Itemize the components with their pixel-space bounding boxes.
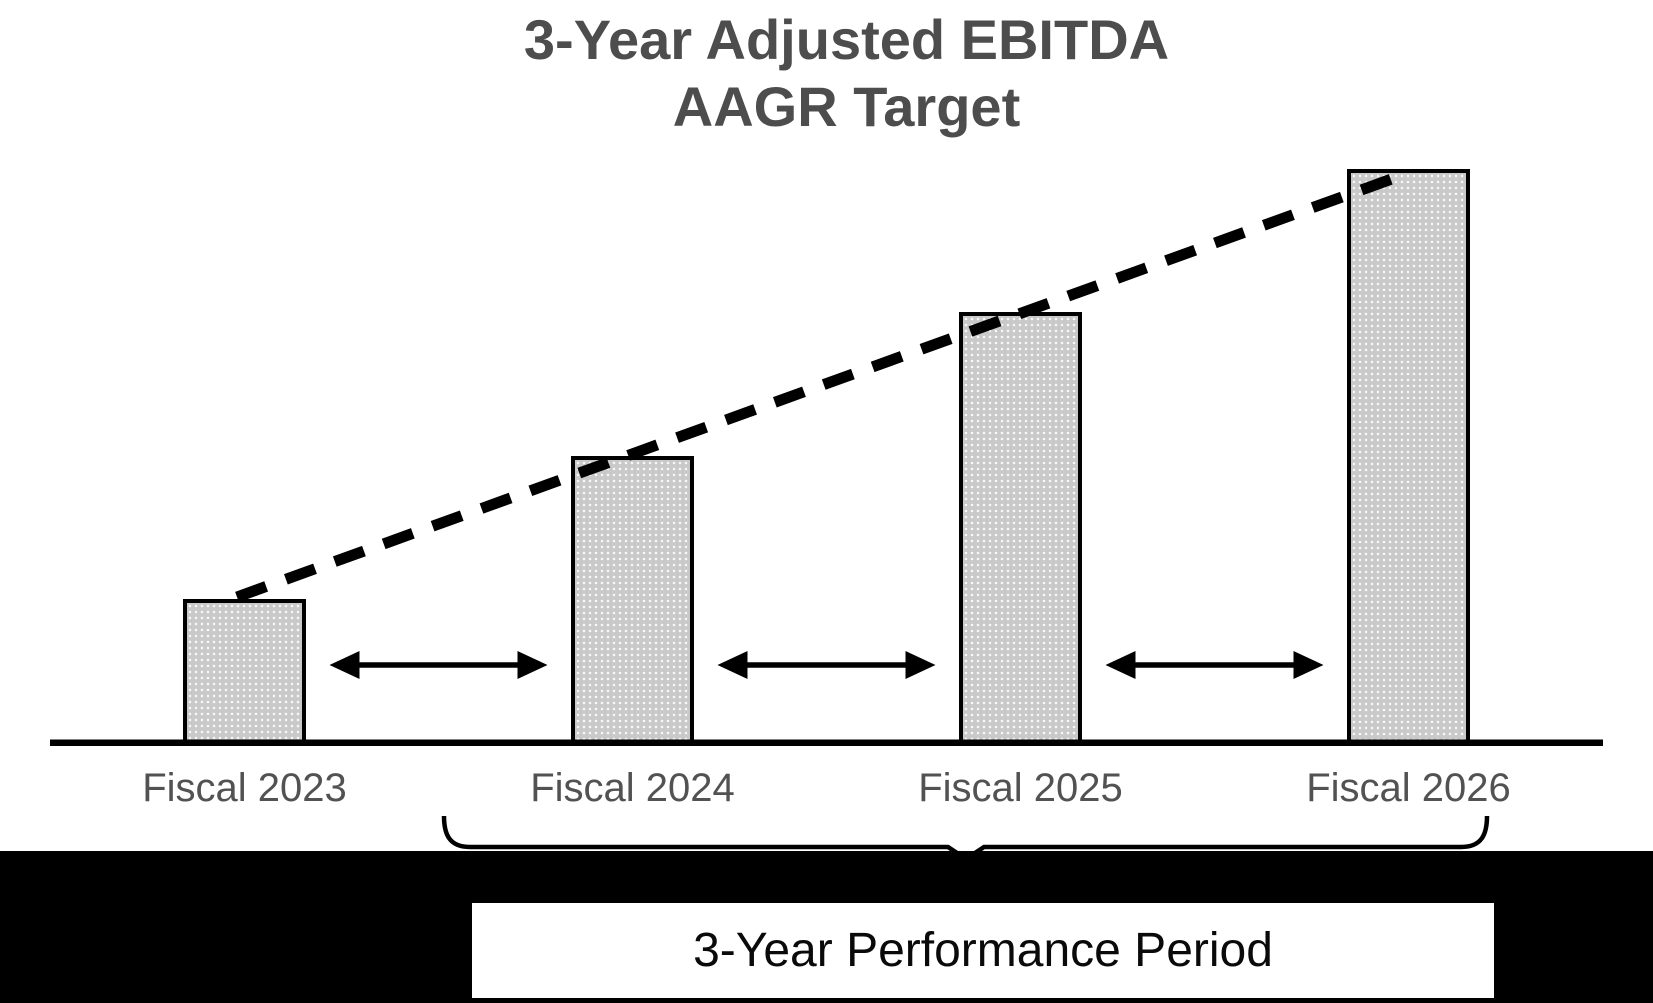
chart-title: 3-Year Adjusted EBITDA AAGR Target: [20, 6, 1653, 140]
x-axis-label-fiscal-2023: Fiscal 2023: [142, 766, 347, 810]
year-gap-arrowhead-left: [717, 651, 748, 679]
x-axis-baseline: [50, 739, 1603, 746]
aagr-trend-dashed-line: [235, 170, 1402, 603]
chart-title-line2: AAGR Target: [672, 75, 1021, 138]
chart-title-line1: 3-Year Adjusted EBITDA: [523, 8, 1170, 71]
year-gap-arrowhead-right: [517, 651, 548, 679]
x-axis-label-fiscal-2024: Fiscal 2024: [530, 766, 735, 810]
performance-period-box: 3-Year Performance Period: [472, 903, 1494, 998]
bar-fiscal-2026: [1347, 169, 1470, 746]
bar-fiscal-2024: [571, 455, 694, 746]
year-gap-arrowhead-right: [1293, 651, 1324, 679]
year-gap-arrowhead-left: [1105, 651, 1136, 679]
x-axis-label-fiscal-2025: Fiscal 2025: [918, 766, 1123, 810]
year-gap-arrowhead-right: [905, 651, 936, 679]
performance-period-label: 3-Year Performance Period: [693, 924, 1273, 977]
year-gap-arrowhead-left: [329, 651, 360, 679]
x-axis-label-fiscal-2026: Fiscal 2026: [1306, 766, 1511, 810]
bar-fiscal-2025: [959, 312, 1082, 746]
